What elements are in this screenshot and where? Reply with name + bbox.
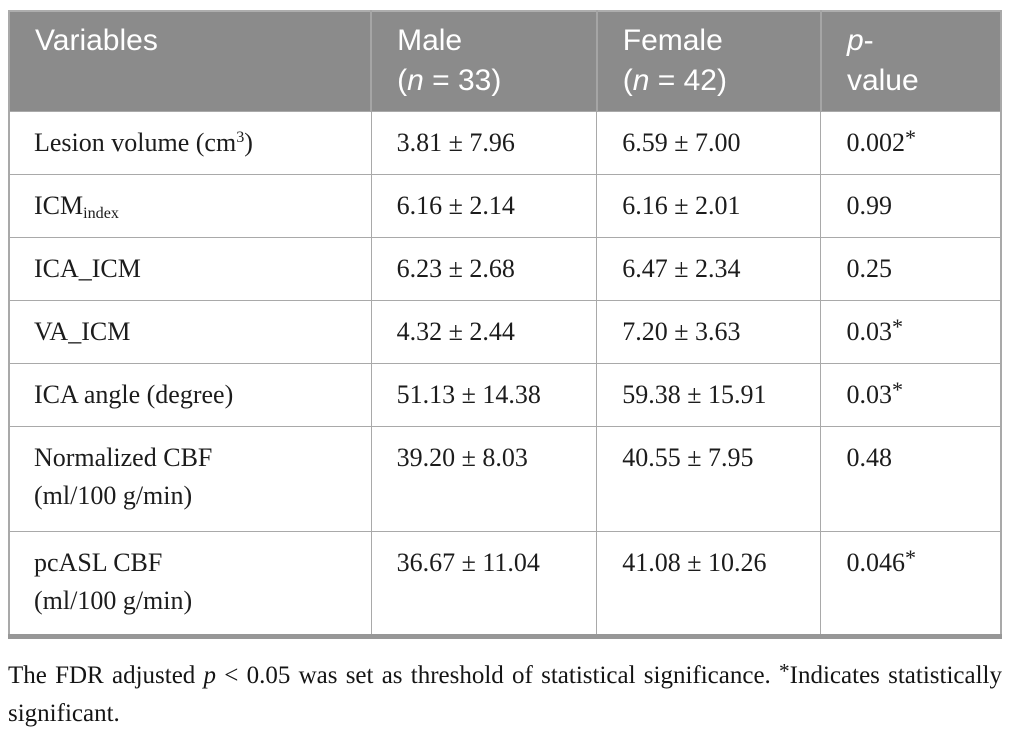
table-row: ICA_ICM 6.23 ± 2.68 6.47 ± 2.34 0.25 — [8, 236, 1002, 301]
cell-pvalue: 0.48 — [820, 425, 1002, 532]
col-header-variables-label: Variables — [35, 24, 158, 57]
footnote-text-1: The FDR adjusted — [8, 661, 204, 689]
cell-pvalue: 0.002* — [820, 110, 1002, 175]
col-header-male-n: (n = 33) — [397, 64, 502, 97]
cell-female: 59.38 ± 15.91 — [596, 362, 822, 427]
footnote-text-3: Indicates statistically significant. — [8, 661, 1002, 727]
cell-female: 6.16 ± 2.01 — [596, 173, 822, 238]
table-row: VA_ICM 4.32 ± 2.44 7.20 ± 3.63 0.03* — [8, 299, 1002, 364]
table-footnote: The FDR adjusted p < 0.05 was set as thr… — [8, 657, 1002, 733]
significance-marker: * — [904, 544, 916, 570]
cell-pvalue: 0.99 — [820, 173, 1002, 238]
cell-female: 7.20 ± 3.63 — [596, 299, 822, 364]
cell-male: 51.13 ± 14.38 — [370, 362, 598, 427]
cell-female: 6.59 ± 7.00 — [596, 110, 822, 175]
cell-pvalue: 0.046* — [820, 530, 1002, 637]
col-header-pvalue-line2: value — [846, 64, 919, 97]
cell-female: 40.55 ± 7.95 — [596, 425, 822, 532]
col-header-variables: Variables — [9, 11, 372, 111]
cell-male: 4.32 ± 2.44 — [370, 299, 598, 364]
cell-variable: Lesion volume (cm3) — [8, 110, 372, 175]
col-header-pvalue: p- value — [819, 11, 1001, 111]
cell-variable: ICMindex — [8, 173, 372, 238]
cell-male: 36.67 ± 11.04 — [370, 530, 598, 637]
table-row: Normalized CBF (ml/100 g/min) 39.20 ± 8.03… — [8, 425, 1002, 532]
significance-marker: * — [904, 124, 916, 150]
col-header-female-n: (n = 42) — [622, 64, 727, 97]
footnote-significance-marker: * — [779, 659, 790, 684]
cell-variable: Normalized CBF (ml/100 g/min) — [8, 425, 372, 532]
cell-male: 39.20 ± 8.03 — [370, 425, 598, 532]
cell-female: 41.08 ± 10.26 — [596, 530, 822, 637]
col-header-male-label: Male — [397, 24, 463, 57]
cell-variable: pcASL CBF (ml/100 g/min) — [8, 530, 372, 637]
cell-variable: VA_ICM — [8, 299, 372, 364]
col-header-male: Male (n = 33) — [370, 11, 597, 111]
cell-pvalue: 0.03* — [820, 362, 1002, 427]
table-header-row: Variables Male (n = 33) Female (n = 42) … — [9, 11, 1001, 111]
footnote-text-2: < 0.05 was set as threshold of statistic… — [216, 661, 780, 689]
cell-male: 6.16 ± 2.14 — [370, 173, 598, 238]
col-header-female: Female (n = 42) — [595, 11, 821, 111]
cell-female: 6.47 ± 2.34 — [596, 236, 822, 301]
col-header-pvalue-line1: p- — [846, 24, 874, 57]
table-row: ICMindex 6.16 ± 2.14 6.16 ± 2.01 0.99 — [8, 173, 1002, 238]
cell-variable: ICA_ICM — [8, 236, 372, 301]
table-row: pcASL CBF (ml/100 g/min) 36.67 ± 11.04 41.0… — [8, 530, 1002, 637]
cell-pvalue: 0.03* — [820, 299, 1002, 364]
footnote-p-symbol: p — [203, 661, 217, 689]
cell-male: 6.23 ± 2.68 — [370, 236, 598, 301]
cell-male: 3.81 ± 7.96 — [370, 110, 598, 175]
cell-variable: ICA angle (degree) — [8, 362, 372, 427]
significance-marker: * — [891, 376, 903, 402]
sex-comparison-table: Variables Male (n = 33) Female (n = 42) … — [8, 10, 1002, 639]
cell-pvalue: 0.25 — [820, 236, 1002, 301]
significance-marker: * — [891, 313, 903, 339]
table-row: ICA angle (degree) 51.13 ± 14.38 59.38 ± 1… — [8, 362, 1002, 427]
col-header-female-label: Female — [622, 24, 723, 57]
table-row: Lesion volume (cm3) 3.81 ± 7.96 6.59 ± 7.0… — [8, 110, 1002, 175]
